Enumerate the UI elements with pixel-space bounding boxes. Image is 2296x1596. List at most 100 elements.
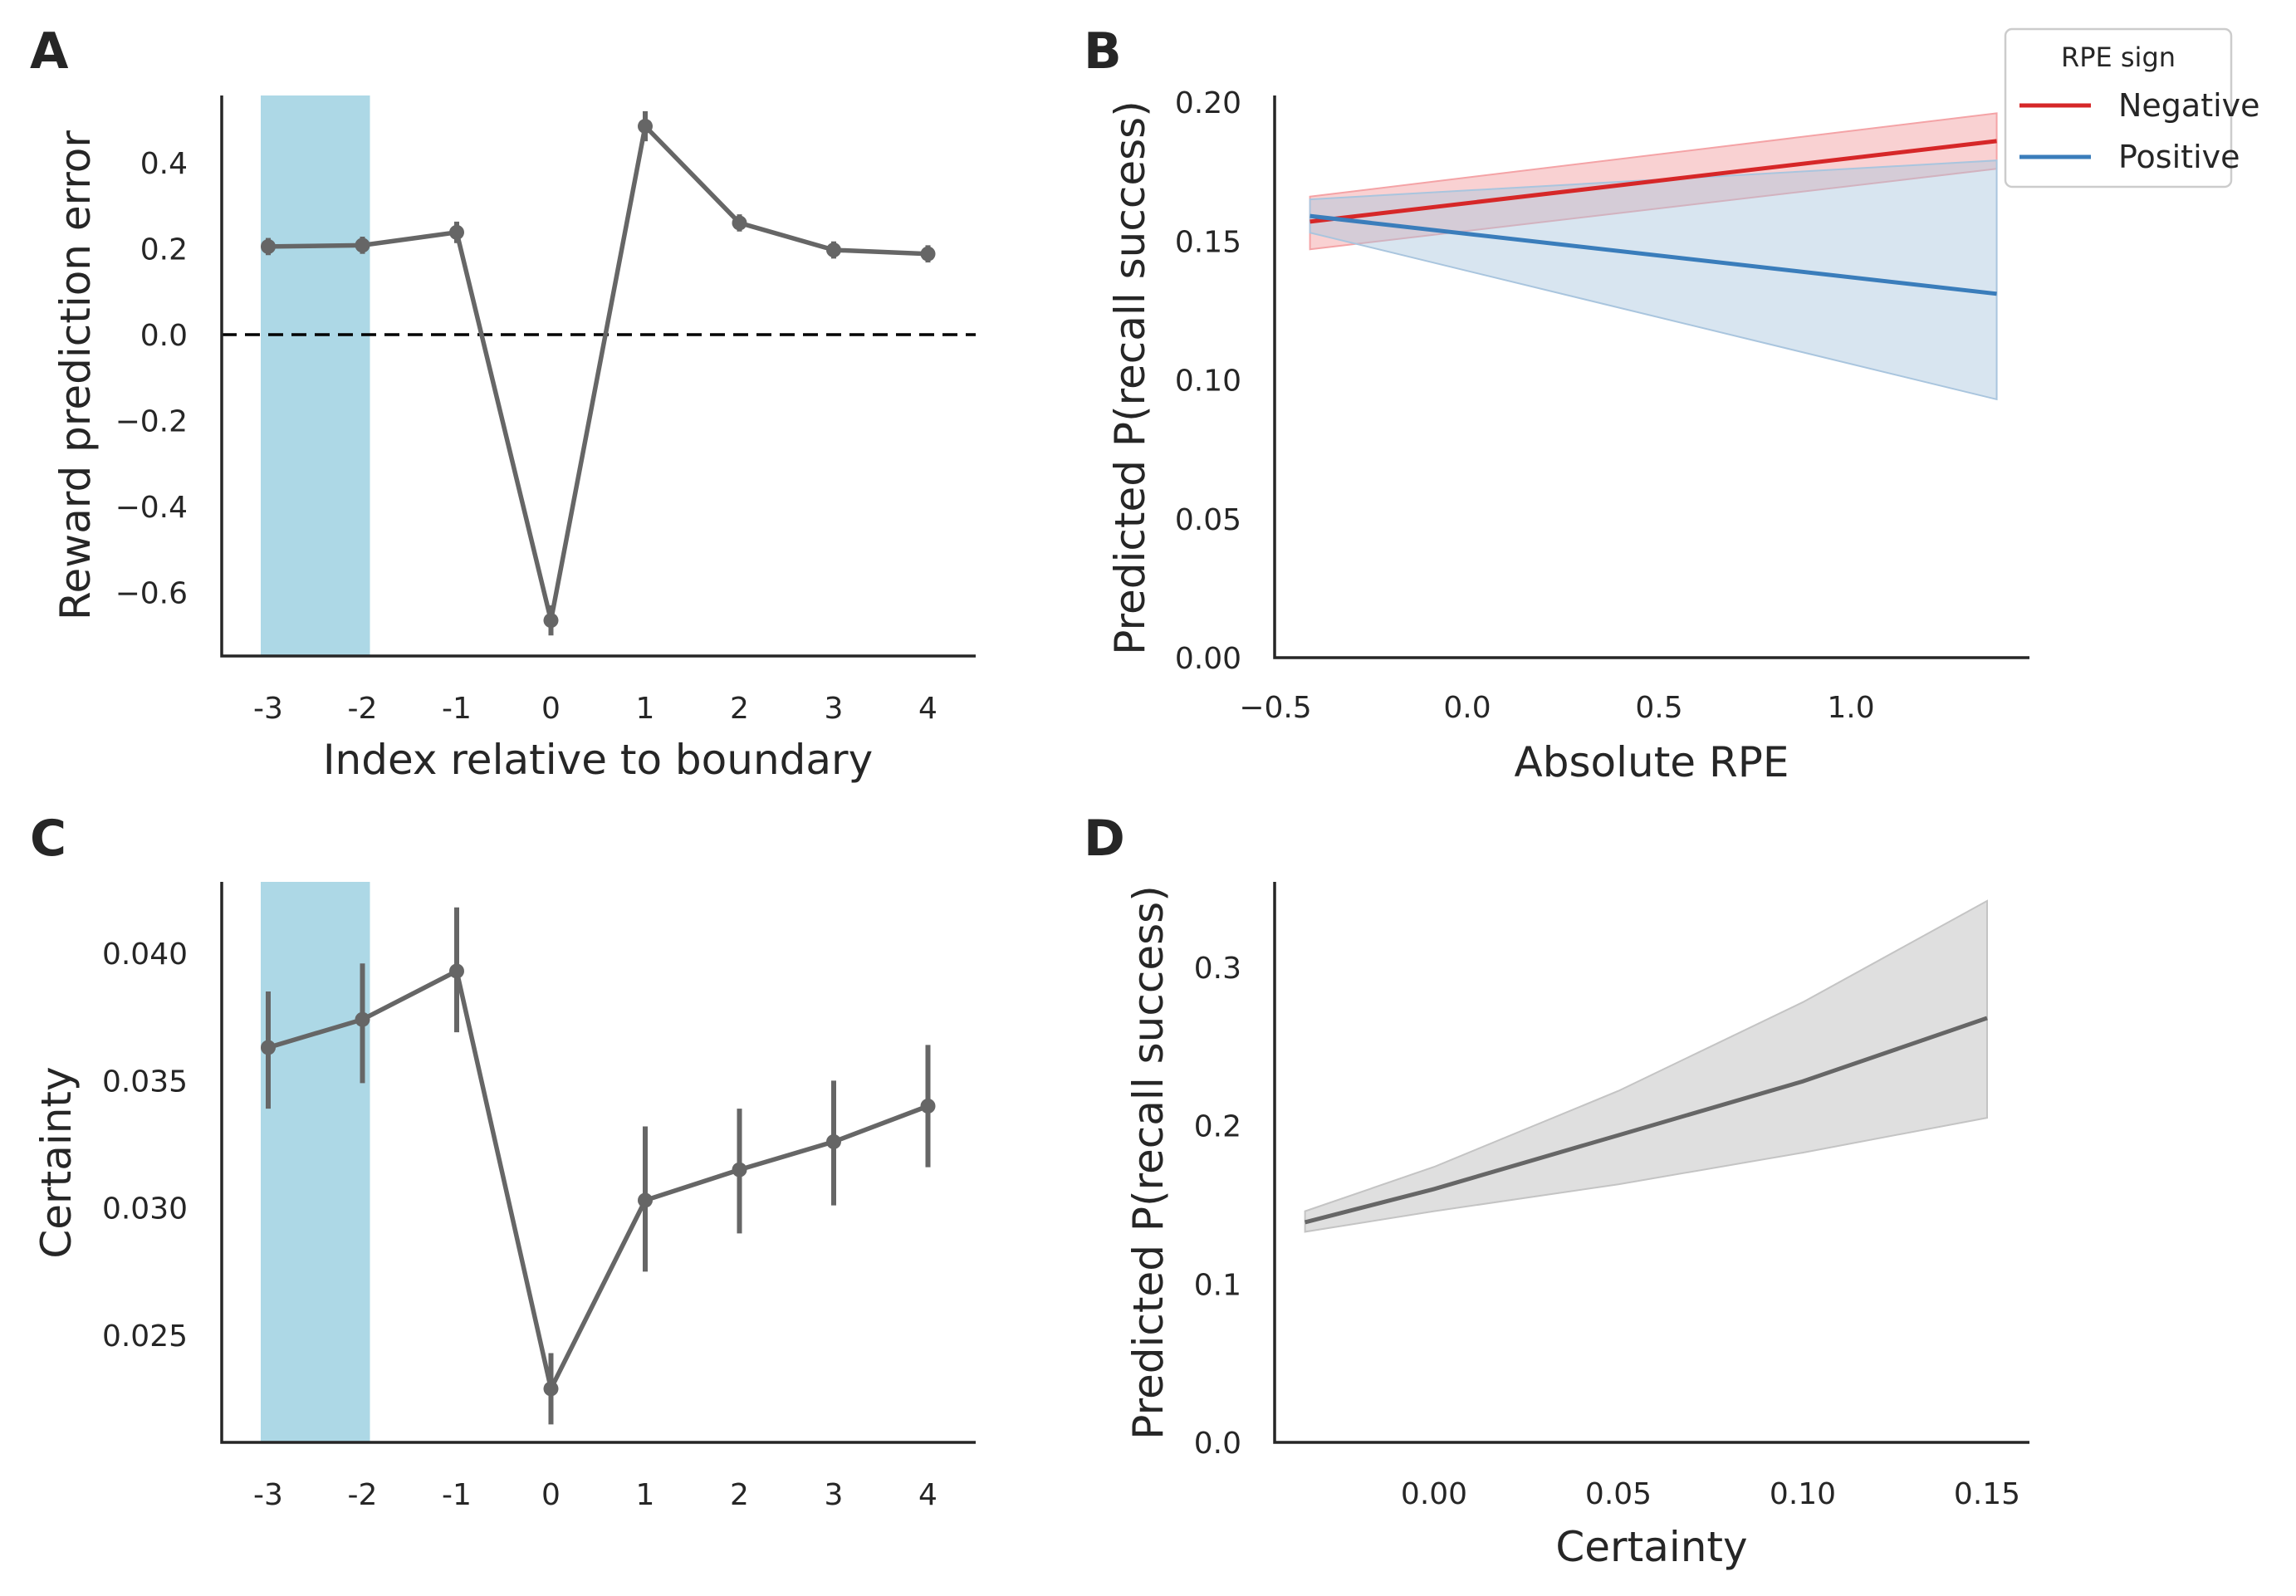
y-axis-title: Predicted P(recall success) <box>1124 885 1172 1439</box>
y-tick-label: −0.6 <box>115 577 188 611</box>
y-tick-label: 0.3 <box>1194 952 1241 986</box>
x-tick-label: 1.0 <box>1827 691 1874 725</box>
series-line <box>267 121 928 621</box>
data-point <box>920 246 936 262</box>
y-tick-label: 0.035 <box>102 1065 188 1099</box>
x-tick-label: 0 <box>541 1478 561 1512</box>
y-tick-label: 0.4 <box>140 147 188 181</box>
x-tick-label: -1 <box>442 692 472 726</box>
y-tick-label: 0.040 <box>102 938 188 972</box>
ci-band-positive <box>1309 159 1998 401</box>
y-tick-label: 0.0 <box>140 319 188 353</box>
x-tick-label: 3 <box>825 692 844 726</box>
data-points <box>261 119 936 629</box>
data-point <box>732 1162 747 1177</box>
y-axis-title: Predicted P(recall success) <box>1106 100 1154 654</box>
y-tick-label: 0.15 <box>1175 225 1241 259</box>
panel-c: C 0.040 0.035 0.030 0.025 -3 -2 -1 0 1 2 3 4 Certa… <box>30 810 976 1512</box>
x-tick-label: 0.0 <box>1443 691 1491 725</box>
x-tick-label: 2 <box>730 1478 749 1512</box>
y-tick-label: 0.0 <box>1194 1427 1241 1461</box>
x-axis-title: Certainty <box>1555 1523 1747 1571</box>
data-point <box>449 963 464 979</box>
y-tick-label: 0.05 <box>1175 503 1241 537</box>
y-tick-label: −0.2 <box>115 405 188 439</box>
x-tick-labels: 0.00 0.05 0.10 0.15 <box>1401 1477 2020 1511</box>
y-tick-label: 0.2 <box>1194 1110 1241 1144</box>
x-tick-label: -1 <box>442 1478 472 1512</box>
y-tick-label: 0.20 <box>1175 86 1241 120</box>
data-point <box>355 237 370 253</box>
legend-label-positive: Positive <box>2118 139 2240 175</box>
panel-label-c: C <box>30 810 66 868</box>
x-tick-label: -3 <box>253 1478 283 1512</box>
x-tick-label: -2 <box>348 1478 378 1512</box>
panel-label-d: D <box>1084 810 1125 868</box>
x-tick-label: 4 <box>918 1478 937 1512</box>
y-tick-label: −0.4 <box>115 491 188 525</box>
data-point <box>920 1099 936 1114</box>
y-axis-title: Reward prediction error <box>51 130 100 620</box>
x-tick-label: 0.5 <box>1635 691 1682 725</box>
panel-label-a: A <box>30 22 69 81</box>
y-tick-labels: 0.040 0.035 0.030 0.025 <box>102 938 188 1354</box>
y-tick-label: 0.025 <box>102 1319 188 1354</box>
legend-title: RPE sign <box>2061 42 2176 73</box>
highlight-span <box>261 95 370 656</box>
series-line-negative <box>1310 139 1997 224</box>
legend-box <box>2004 27 2233 188</box>
data-point <box>543 1381 559 1397</box>
axes-spine <box>220 882 976 1444</box>
data-point <box>261 238 276 254</box>
panel-d: D 0.0 0.1 0.2 0.3 0.00 0.05 0.10 0.15 Certaint… <box>1084 810 2029 1571</box>
x-tick-label: −0.5 <box>1239 691 1311 725</box>
x-tick-label: -2 <box>348 692 378 726</box>
highlight-span <box>261 882 370 1442</box>
x-tick-labels: -3 -2 -1 0 1 2 3 4 <box>253 692 937 726</box>
data-point <box>543 613 559 629</box>
ci-band <box>1304 899 1988 1233</box>
data-point <box>261 1040 276 1055</box>
axes-spine <box>220 95 976 658</box>
panel-label-b: B <box>1084 22 1122 81</box>
y-tick-labels: 0.4 0.2 0.0 −0.2 −0.4 −0.6 <box>115 147 188 611</box>
series-line-positive <box>1310 213 1997 296</box>
series-line <box>1304 1016 1988 1225</box>
data-points <box>261 963 936 1397</box>
x-tick-label: 2 <box>730 692 749 726</box>
x-tick-labels: -3 -2 -1 0 1 2 3 4 <box>253 1478 937 1512</box>
series-line <box>267 967 929 1396</box>
data-point <box>826 1133 841 1149</box>
x-tick-label: 3 <box>825 1478 844 1512</box>
legend: RPE sign Negative Positive <box>2004 27 2260 188</box>
x-tick-label: -3 <box>253 692 283 726</box>
y-tick-label: 0.2 <box>140 233 188 267</box>
data-point <box>449 224 464 240</box>
x-tick-label: 0.10 <box>1770 1477 1836 1511</box>
y-tick-labels: 0.0 0.1 0.2 0.3 <box>1194 952 1241 1461</box>
data-point <box>355 1011 370 1027</box>
y-tick-labels: 0.00 0.05 0.10 0.15 0.20 <box>1175 86 1241 676</box>
x-tick-label: 1 <box>636 692 655 726</box>
x-tick-label: 4 <box>918 692 937 726</box>
x-tick-label: 0.00 <box>1401 1477 1467 1511</box>
y-tick-label: 0.1 <box>1194 1268 1241 1302</box>
y-tick-label: 0.030 <box>102 1192 188 1226</box>
data-point <box>638 1192 653 1208</box>
x-tick-label: 1 <box>636 1478 655 1512</box>
y-tick-label: 0.00 <box>1175 642 1241 676</box>
axes-spine <box>1273 882 2029 1444</box>
data-point <box>732 215 747 231</box>
legend-label-negative: Negative <box>2118 87 2260 124</box>
y-axis-title: Certainty <box>32 1066 81 1258</box>
data-point <box>638 119 653 135</box>
x-axis-title: Absolute RPE <box>1515 738 1789 786</box>
data-point <box>826 242 841 258</box>
y-tick-label: 0.10 <box>1175 365 1241 399</box>
x-tick-label: 0 <box>541 692 561 726</box>
axes-spine <box>1273 95 2029 659</box>
x-tick-label: 0.05 <box>1585 1477 1652 1511</box>
panel-a: A 0.4 0.2 0.0 −0.2 −0.4 −0.6 -3 -2 -1 0 1 2 3 4 Inde… <box>30 22 976 784</box>
x-tick-label: 0.15 <box>1954 1477 2020 1511</box>
